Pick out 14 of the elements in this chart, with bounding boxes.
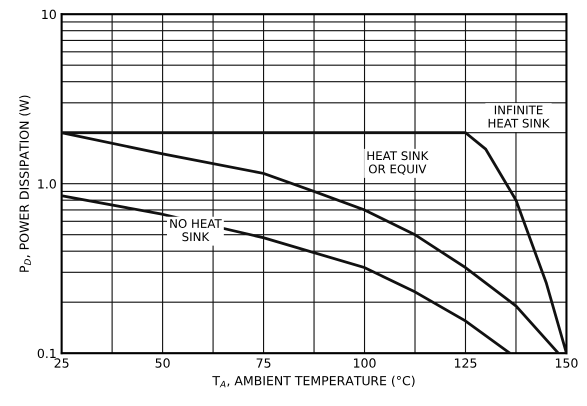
annotation: INFINITE HEAT SINK xyxy=(488,106,550,128)
x-axis-title: T$_{A}$, AMBIENT TEMPERATURE (°C) xyxy=(212,376,415,388)
y-tick-label: 10 xyxy=(42,10,56,20)
x-tick-label: 50 xyxy=(156,358,170,368)
annotation: HEAT SINK OR EQUIV xyxy=(367,151,429,175)
x-tick-label: 150 xyxy=(556,358,578,368)
x-tick-label: 100 xyxy=(354,358,376,368)
y-tick-label: 1.0 xyxy=(38,179,56,189)
x-tick-label: 25 xyxy=(54,358,68,368)
x-tick-label: 125 xyxy=(454,358,476,368)
x-tick-label: 75 xyxy=(256,358,270,368)
annotation: NO HEAT SINK xyxy=(170,219,222,242)
y-axis-title: P$_{D}$, POWER DISSIPATION (W) xyxy=(19,96,31,272)
y-tick-label: 0.1 xyxy=(38,348,56,358)
